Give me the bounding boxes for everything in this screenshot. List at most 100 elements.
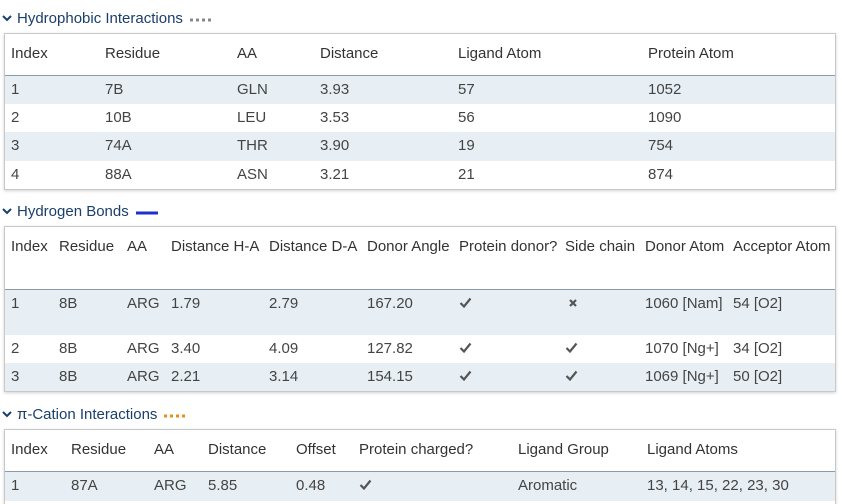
pication-section-toggle[interactable]: π-Cation Interactions [2, 404, 187, 424]
column-header: Index [5, 34, 99, 76]
table-cell: 1 [5, 289, 53, 335]
column-header: Donor Angle [361, 227, 453, 290]
table-row: 1 8B ARG 1.79 2.79 167.20 1060 [Nam] 54 [O2] [5, 289, 835, 335]
table-cell: 167.20 [361, 289, 453, 335]
column-header: Residue [53, 227, 121, 290]
hbonds-section-toggle[interactable]: Hydrogen Bonds [2, 201, 159, 221]
column-header: Side chain [559, 227, 639, 290]
table-cell: 34 [O2] [727, 335, 835, 363]
table-cell: 3.93 [314, 75, 452, 104]
table-cell: 874 [642, 160, 835, 189]
chevron-down-icon [2, 408, 14, 420]
table-cell: 54 [O2] [727, 289, 835, 335]
table-cell: Aromatic [512, 471, 641, 501]
table-cell: ASN [231, 160, 314, 189]
hbonds-title: Hydrogen Bonds [17, 202, 129, 220]
table-cell: GLN [231, 75, 314, 104]
table-row: 1 7B GLN 3.93 57 1052 [5, 75, 835, 104]
check-icon [353, 471, 512, 501]
table-row: 2 10B LEU 3.53 56 1090 [5, 103, 835, 132]
table-cell: 2.79 [263, 289, 361, 335]
table-cell: 21 [452, 160, 642, 189]
table-cell: 1090 [642, 103, 835, 132]
table-cell: 1.79 [165, 289, 263, 335]
column-header: Acceptor Atom [727, 227, 835, 290]
column-header: AA [121, 227, 165, 290]
pication-table: Index Residue AA Distance Offset Protein char… [5, 430, 835, 501]
hydrophobic-section-toggle[interactable]: Hydrophobic Interactions [2, 8, 213, 28]
column-header: Residue [99, 34, 231, 76]
hydrophobic-table-panel: Index Residue AA Distance Ligand Atom Protein… [4, 33, 836, 190]
column-header: Offset [290, 430, 353, 472]
check-icon [453, 363, 559, 391]
table-cell: 3.21 [314, 160, 452, 189]
table-row: 3 74A THR 3.90 19 754 [5, 132, 835, 161]
table-row: 4 88A ASN 3.21 21 874 [5, 160, 835, 189]
hbonds-legend-line [135, 203, 159, 220]
table-cell: 4 [5, 160, 99, 189]
column-header: Ligand Group [512, 430, 641, 472]
chevron-down-icon [2, 12, 14, 24]
table-cell: 1 [5, 471, 65, 501]
column-header: Protein donor? [453, 227, 559, 290]
table-row: 1 87A ARG 5.85 0.48 Aromatic 13, 14, 15, 22, 2… [5, 471, 835, 501]
column-header: Protein Atom [642, 34, 835, 76]
check-icon [453, 289, 559, 335]
table-cell: 3.40 [165, 335, 263, 363]
table-cell: 57 [452, 75, 642, 104]
table-cell: THR [231, 132, 314, 161]
column-header: Distance [202, 430, 290, 472]
column-header: Protein charged? [353, 430, 512, 472]
cross-icon [559, 289, 639, 335]
check-icon [453, 335, 559, 363]
table-header-row: Index Residue AA Distance Offset Protein char… [5, 430, 835, 472]
table-cell: 4.09 [263, 335, 361, 363]
hbonds-table-panel: Index Residue AA Distance H-A Distance D-A Do… [4, 226, 836, 392]
table-row: 2 8B ARG 3.40 4.09 127.82 1070 [Ng+] 34 [O2] [5, 335, 835, 363]
table-cell: ARG [121, 363, 165, 391]
chevron-down-icon [2, 205, 14, 217]
column-header: Residue [65, 430, 148, 472]
hydrophobic-title: Hydrophobic Interactions [17, 9, 183, 27]
table-cell: 1 [5, 75, 99, 104]
table-cell: 8B [53, 335, 121, 363]
table-cell: 50 [O2] [727, 363, 835, 391]
table-cell: 754 [642, 132, 835, 161]
table-cell: ARG [121, 335, 165, 363]
table-cell: 8B [53, 363, 121, 391]
pication-table-panel: Index Residue AA Distance Offset Protein char… [4, 429, 836, 504]
table-cell: 2 [5, 335, 53, 363]
table-cell: 13, 14, 15, 22, 23, 30 [641, 471, 835, 501]
table-cell: 87A [65, 471, 148, 501]
column-header: Index [5, 227, 53, 290]
hydrophobic-table: Index Residue AA Distance Ligand Atom Protein… [5, 34, 835, 189]
column-header: Ligand Atoms [641, 430, 835, 472]
table-cell: 1070 [Ng+] [639, 335, 727, 363]
table-cell: ARG [121, 289, 165, 335]
check-icon [559, 363, 639, 391]
table-cell: 8B [53, 289, 121, 335]
pication-legend-line [163, 406, 187, 423]
column-header: AA [231, 34, 314, 76]
table-cell: 3 [5, 363, 53, 391]
table-cell: 127.82 [361, 335, 453, 363]
table-row: 3 8B ARG 2.21 3.14 154.15 1069 [Ng+] 50 [O2] [5, 363, 835, 391]
column-header: AA [148, 430, 202, 472]
column-header: Distance H-A [165, 227, 263, 290]
table-cell: 1069 [Ng+] [639, 363, 727, 391]
table-cell: 5.85 [202, 471, 290, 501]
check-icon [559, 335, 639, 363]
hydrophobic-legend-line [189, 10, 213, 27]
table-cell: 3.14 [263, 363, 361, 391]
table-cell: LEU [231, 103, 314, 132]
table-cell: 2 [5, 103, 99, 132]
table-cell: 10B [99, 103, 231, 132]
table-header-row: Index Residue AA Distance Ligand Atom Protein… [5, 34, 835, 76]
table-cell: 2.21 [165, 363, 263, 391]
table-cell: 3 [5, 132, 99, 161]
column-header: Distance [314, 34, 452, 76]
table-cell: 88A [99, 160, 231, 189]
pication-title: π-Cation Interactions [17, 405, 158, 423]
hbonds-table: Index Residue AA Distance H-A Distance D-A Do… [5, 227, 835, 391]
column-header: Index [5, 430, 65, 472]
